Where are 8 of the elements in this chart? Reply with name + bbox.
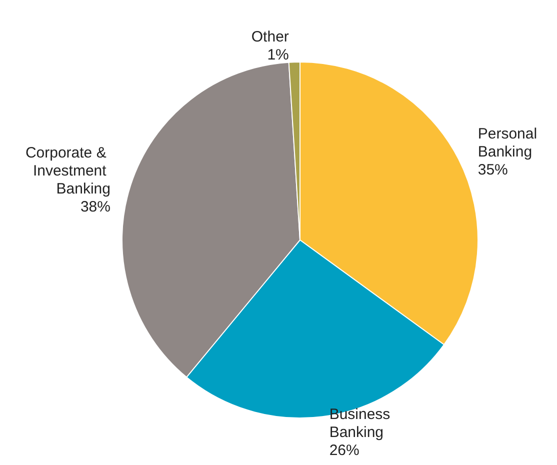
data-label: 1% [267,46,289,64]
data-label: 35% [478,161,508,178]
slice-label: Business Banking [329,406,394,441]
data-label: 38% [80,198,110,216]
slice-label: Other [251,28,289,46]
slice-label: Personal Banking [478,125,542,160]
data-label: 26% [329,442,360,459]
slice-label: Corporate & Investment Banking [25,144,110,198]
